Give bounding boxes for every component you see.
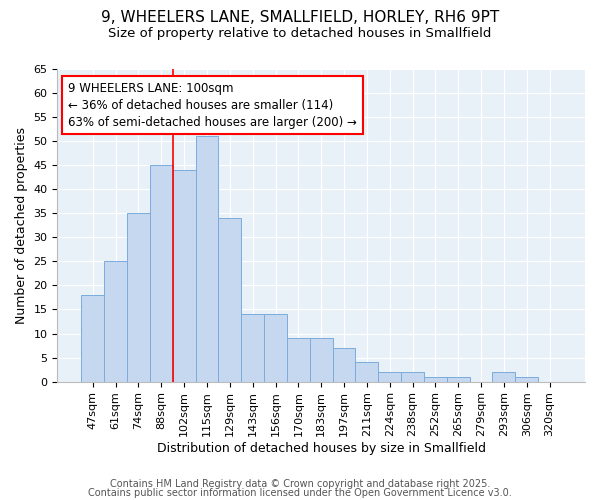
Bar bbox=[196, 136, 218, 382]
Bar bbox=[355, 362, 379, 382]
Bar bbox=[82, 295, 104, 382]
Text: Size of property relative to detached houses in Smallfield: Size of property relative to detached ho… bbox=[109, 28, 491, 40]
Bar bbox=[401, 372, 424, 382]
Bar bbox=[150, 165, 173, 382]
Bar bbox=[127, 214, 150, 382]
Bar bbox=[173, 170, 196, 382]
Bar bbox=[379, 372, 401, 382]
Text: Contains HM Land Registry data © Crown copyright and database right 2025.: Contains HM Land Registry data © Crown c… bbox=[110, 479, 490, 489]
Bar bbox=[332, 348, 355, 382]
Bar bbox=[287, 338, 310, 382]
Bar bbox=[447, 377, 470, 382]
Bar bbox=[241, 314, 264, 382]
Bar bbox=[104, 262, 127, 382]
Y-axis label: Number of detached properties: Number of detached properties bbox=[15, 127, 28, 324]
Text: Contains public sector information licensed under the Open Government Licence v3: Contains public sector information licen… bbox=[88, 488, 512, 498]
Text: 9, WHEELERS LANE, SMALLFIELD, HORLEY, RH6 9PT: 9, WHEELERS LANE, SMALLFIELD, HORLEY, RH… bbox=[101, 10, 499, 25]
Bar bbox=[515, 377, 538, 382]
Bar bbox=[310, 338, 332, 382]
Bar bbox=[218, 218, 241, 382]
Bar bbox=[424, 377, 447, 382]
Bar bbox=[264, 314, 287, 382]
Bar bbox=[493, 372, 515, 382]
Text: 9 WHEELERS LANE: 100sqm
← 36% of detached houses are smaller (114)
63% of semi-d: 9 WHEELERS LANE: 100sqm ← 36% of detache… bbox=[68, 82, 357, 128]
X-axis label: Distribution of detached houses by size in Smallfield: Distribution of detached houses by size … bbox=[157, 442, 486, 455]
